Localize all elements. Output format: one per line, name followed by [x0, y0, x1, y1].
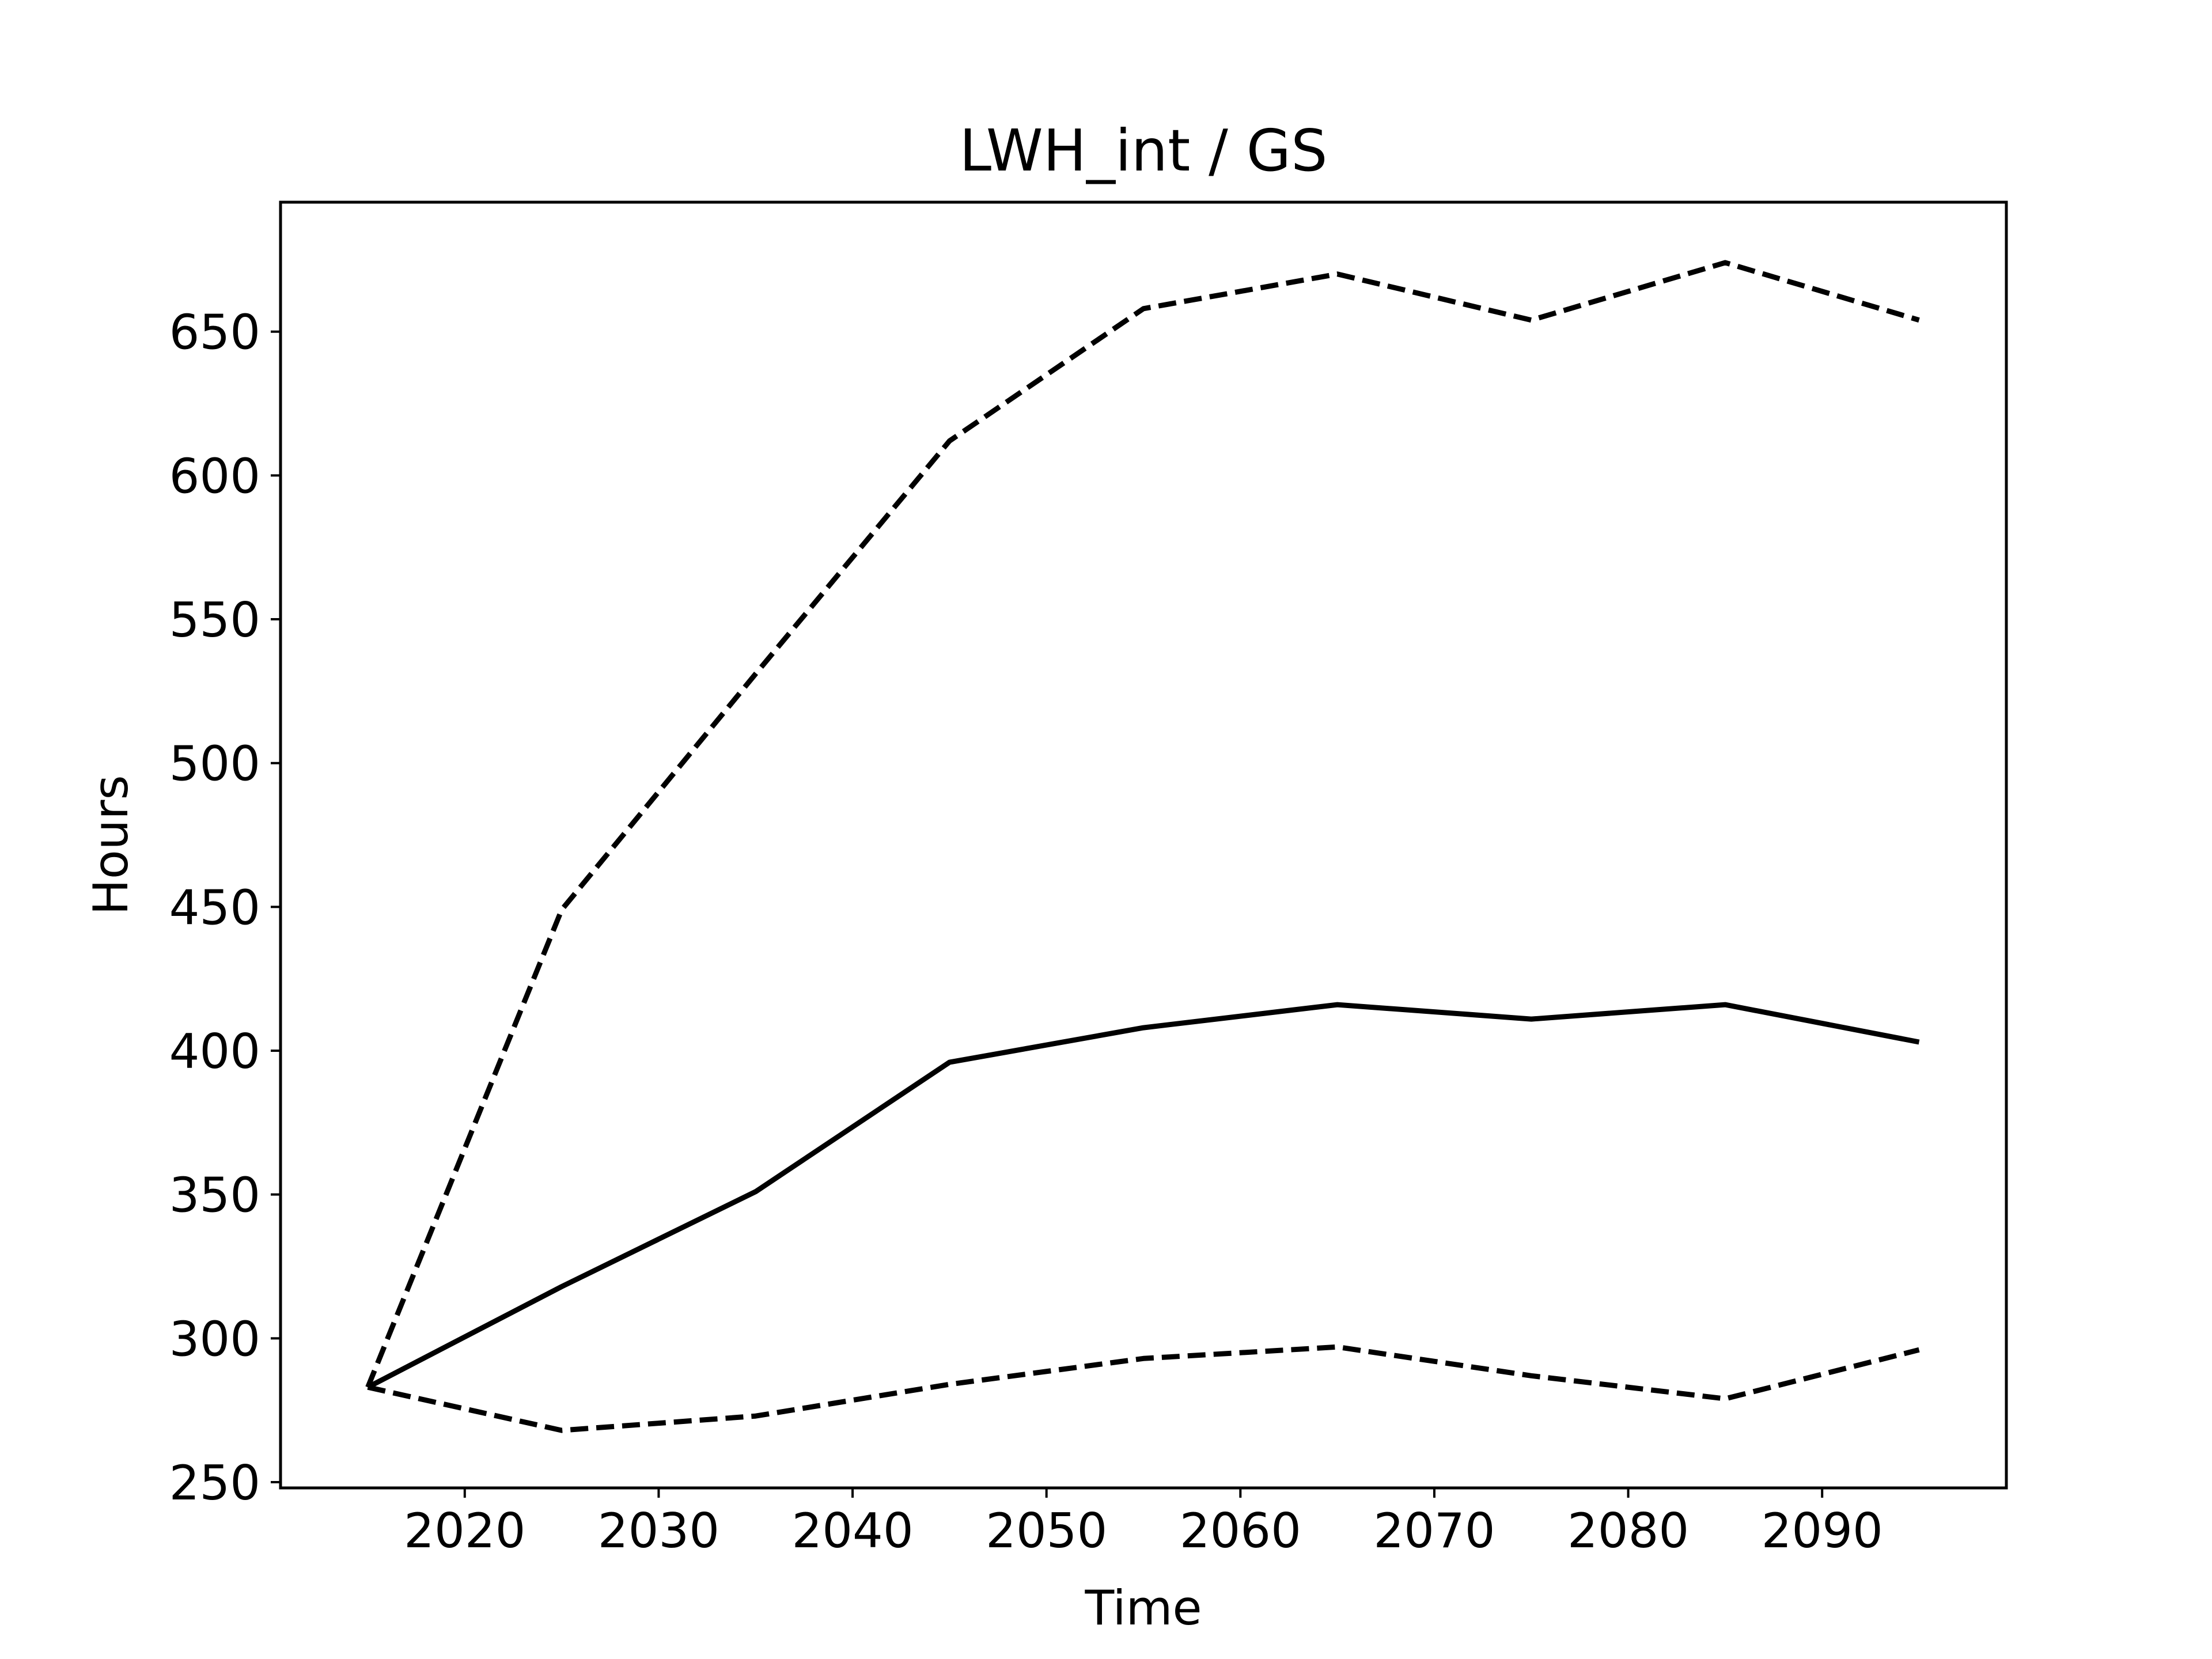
x-axis-label: Time: [1084, 1580, 1202, 1636]
x-tick-label-2030: 2030: [598, 1503, 719, 1559]
y-tick-label-600: 600: [169, 448, 260, 504]
y-tick-label-550: 550: [169, 592, 260, 648]
x-tick-label-2070: 2070: [1373, 1503, 1495, 1559]
y-tick-label-500: 500: [169, 736, 260, 792]
x-tick-label-2080: 2080: [1567, 1503, 1689, 1559]
chart-title: LWH_int / GS: [959, 117, 1327, 184]
y-tick-label-350: 350: [169, 1168, 260, 1224]
x-tick-label-2060: 2060: [1180, 1503, 1301, 1559]
x-tick-label-2020: 2020: [404, 1503, 525, 1559]
series-line-3-dashed: [367, 1344, 1920, 1433]
plot-lines: [365, 260, 1920, 1433]
series-line-2-dashed: [365, 260, 1920, 1388]
x-axis: 2020 2030 2040 2050 2060 2070 2080 2090: [404, 1488, 1883, 1559]
y-tick-label-650: 650: [169, 305, 260, 361]
y-tick-label-400: 400: [169, 1024, 260, 1080]
y-tick-label-300: 300: [169, 1311, 260, 1367]
x-tick-label-2050: 2050: [986, 1503, 1107, 1559]
series-line-1-solid: [366, 1002, 1920, 1390]
y-axis: 250 300 350 400 450 500 550 600 650: [169, 305, 281, 1511]
x-tick-label-2090: 2090: [1762, 1503, 1883, 1559]
y-tick-label-450: 450: [169, 880, 260, 935]
x-tick-label-2040: 2040: [791, 1503, 913, 1559]
y-tick-label-250: 250: [169, 1455, 260, 1511]
y-axis-label: Hours: [83, 775, 139, 915]
plot-frame: [279, 200, 2008, 1490]
